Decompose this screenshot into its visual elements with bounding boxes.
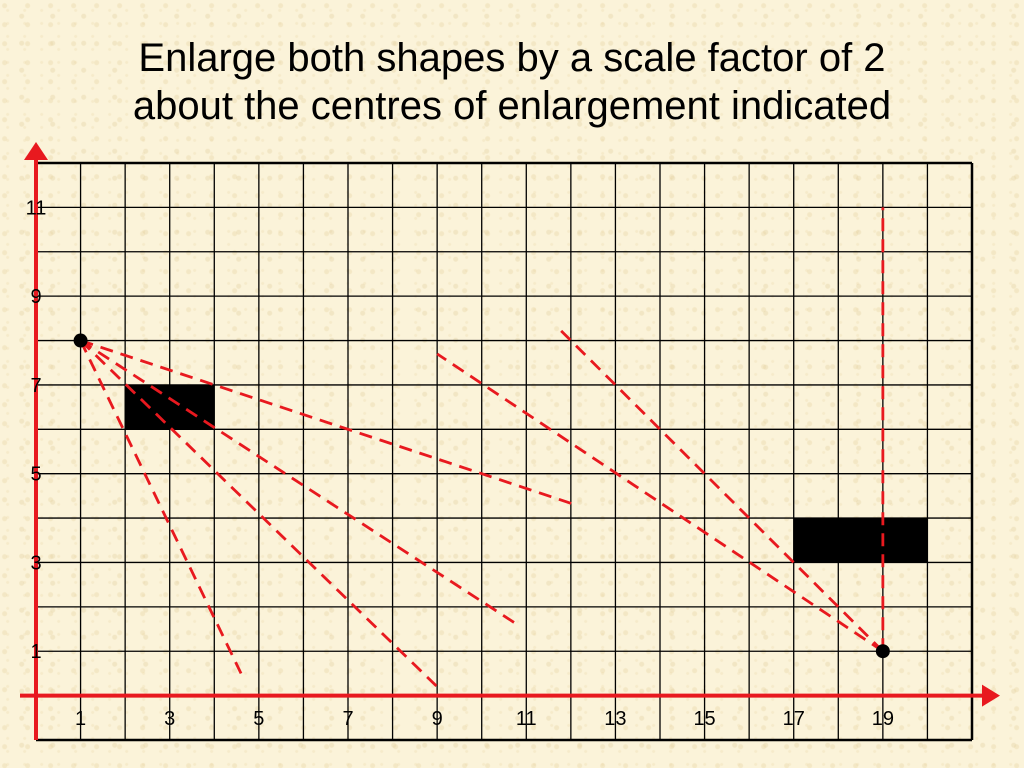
construction-line (80, 339, 576, 507)
x-tick-label: 15 (693, 708, 715, 730)
rectangle-a (125, 384, 215, 430)
centre-b (875, 644, 890, 659)
construction-lines (79, 207, 885, 688)
construction-line (436, 352, 884, 653)
construction-line (79, 339, 519, 626)
title-line-1: Enlarge both shapes by a scale factor of… (138, 36, 886, 80)
x-tick-label: 9 (432, 708, 443, 730)
axes (20, 142, 1000, 740)
x-axis-arrow (982, 684, 1000, 707)
y-tick-label: 9 (30, 286, 41, 308)
y-tick-label: 3 (30, 552, 41, 574)
x-tick-label: 11 (516, 708, 537, 730)
x-tick-label: 17 (783, 708, 805, 730)
x-tick-label: 13 (604, 708, 626, 730)
page-title: Enlarge both shapes by a scale factor of… (0, 34, 1024, 130)
shapes (125, 384, 928, 563)
y-tick-label: 11 (26, 197, 47, 219)
y-axis-arrow (24, 142, 48, 160)
x-tick-label: 5 (253, 708, 264, 730)
title-line-2: about the centres of enlargement indicat… (132, 84, 892, 128)
construction-line (556, 326, 884, 653)
y-tick-label: 5 (30, 464, 41, 486)
y-tick-label: 7 (30, 375, 41, 397)
x-tick-label: 3 (164, 708, 175, 730)
x-tick-label: 1 (75, 708, 86, 730)
y-tick-label: 1 (30, 641, 41, 663)
grid (34, 161, 974, 742)
centre-a (73, 333, 88, 348)
centres (73, 333, 890, 659)
x-tick-label: 7 (342, 708, 353, 730)
x-tick-label: 19 (872, 708, 894, 730)
rectangle-b (793, 518, 928, 563)
